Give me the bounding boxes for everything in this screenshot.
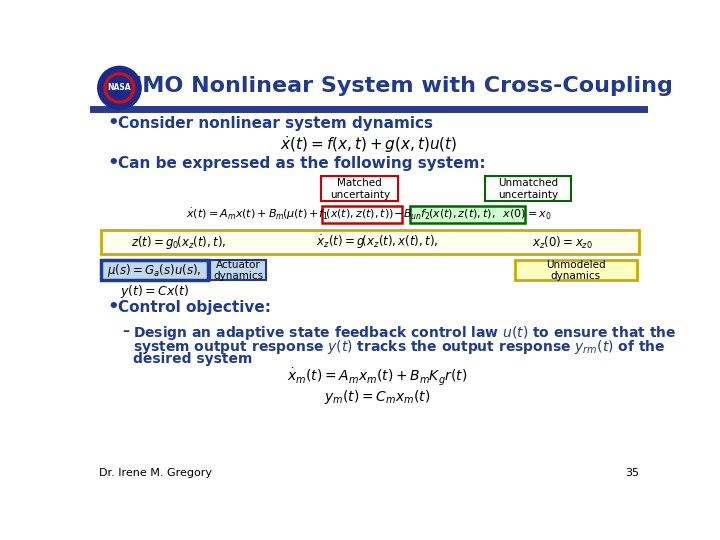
Text: $\dot{x}_z(t)=g\!\left(x_z(t),x(t),t\right),$: $\dot{x}_z(t)=g\!\left(x_z(t),x(t),t\rig… [315, 234, 438, 252]
Text: desired system: desired system [133, 352, 253, 366]
Circle shape [107, 76, 131, 100]
Bar [515, 260, 637, 280]
Bar [101, 230, 639, 254]
Text: Design an adaptive state feedback control law $u(t)$ to ensure that the: Design an adaptive state feedback contro… [133, 325, 677, 342]
Text: $\dot{x}_m(t)=A_m x_m(t)+B_m K_g r(t)$: $\dot{x}_m(t)=A_m x_m(t)+B_m K_g r(t)$ [287, 366, 467, 387]
Text: •: • [107, 298, 119, 316]
Text: Control objective:: Control objective: [118, 300, 271, 315]
Text: Dr. Irene M. Gregory: Dr. Irene M. Gregory [99, 468, 212, 478]
Circle shape [98, 66, 141, 110]
Text: •: • [107, 154, 119, 172]
Text: –: – [122, 325, 130, 338]
Text: Can be expressed as the following system:: Can be expressed as the following system… [118, 156, 485, 171]
Text: Matched
uncertainty: Matched uncertainty [330, 178, 390, 200]
Text: $\dot{x}(t) = f(x,t) + g(x,t)u(t)$: $\dot{x}(t) = f(x,t) + g(x,t)u(t)$ [280, 133, 458, 154]
Text: $y_m(t)=C_m x_m(t)$: $y_m(t)=C_m x_m(t)$ [323, 388, 430, 407]
Circle shape [104, 73, 135, 103]
Text: $x_z(0)=x_{z0}$: $x_z(0)=x_{z0}$ [532, 234, 593, 251]
Text: $z(t)=g_0\!\left(x_z(t),t\right),$: $z(t)=g_0\!\left(x_z(t),t\right),$ [132, 234, 227, 251]
Text: $\dot{x}(t)=A_m x(t)+B_m\!\left(\mu(t)+\!f_1\!\left(x(t),z(t),t\right)\right)\!-: $\dot{x}(t)=A_m x(t)+B_m\!\left(\mu(t)+\… [186, 206, 552, 222]
Text: Unmatched
uncertainty: Unmatched uncertainty [498, 178, 558, 200]
Text: 35: 35 [625, 468, 639, 478]
Bar [210, 260, 266, 280]
Text: system output response $y(t)$ tracks the output response $y_{rm}(t)$ of the: system output response $y(t)$ tracks the… [133, 338, 666, 356]
Text: •: • [107, 114, 119, 132]
Bar [410, 206, 525, 222]
Text: Consider nonlinear system dynamics: Consider nonlinear system dynamics [118, 116, 433, 131]
Text: $\mu(s)=G_a(s)u(s),$: $\mu(s)=G_a(s)u(s),$ [107, 262, 202, 279]
Bar [101, 260, 208, 280]
Text: Unmodeled
dynamics: Unmodeled dynamics [546, 260, 606, 281]
Bar [485, 177, 570, 201]
Text: MIMO Nonlinear System with Cross-Coupling: MIMO Nonlinear System with Cross-Couplin… [112, 76, 672, 96]
Text: Actuator
dynamics: Actuator dynamics [213, 260, 263, 281]
Text: $y(t)=Cx(t)$: $y(t)=Cx(t)$ [120, 282, 189, 300]
Text: NASA: NASA [107, 83, 131, 92]
Bar [322, 206, 402, 222]
Bar [321, 177, 398, 201]
